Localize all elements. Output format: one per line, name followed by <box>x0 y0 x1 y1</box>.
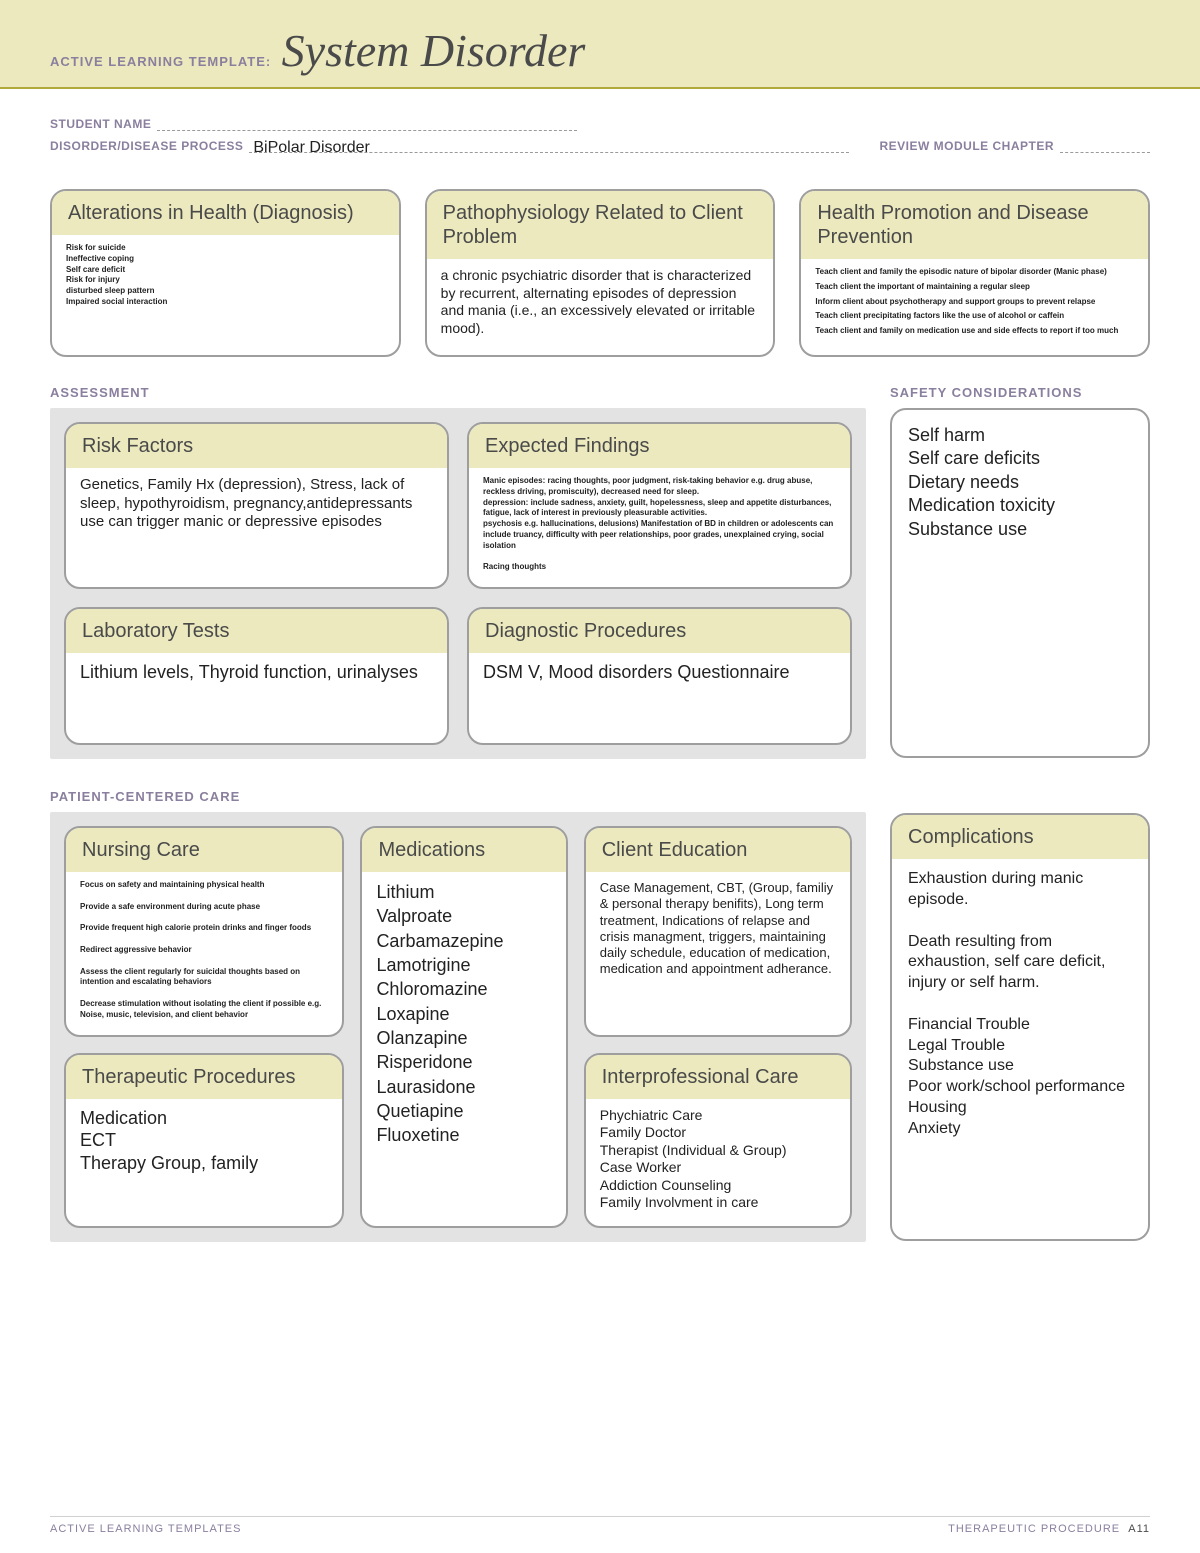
risk-body: Genetics, Family Hx (depression), Stress… <box>66 468 447 578</box>
footer-page-num: A11 <box>1128 1523 1150 1535</box>
diag-box: Diagnostic Procedures DSM V, Mood disord… <box>467 607 852 745</box>
lab-body: Lithium levels, Thyroid function, urinal… <box>66 653 447 743</box>
nursing-title: Nursing Care <box>66 828 342 872</box>
expected-title: Expected Findings <box>469 424 850 468</box>
footer-right: THERAPEUTIC PROCEDURE A11 <box>948 1523 1150 1535</box>
pcc-section: PATIENT-CENTERED CARE Nursing Care Focus… <box>50 789 866 1241</box>
pcc-complications-row: PATIENT-CENTERED CARE Nursing Care Focus… <box>50 789 1150 1241</box>
nursing-box: Nursing Care Focus on safety and maintai… <box>64 826 344 1036</box>
assessment-safety-row: ASSESSMENT Risk Factors Genetics, Family… <box>50 385 1150 759</box>
risk-title: Risk Factors <box>66 424 447 468</box>
hp-line: Teach client and family on medication us… <box>815 326 1134 337</box>
page: ACTIVE LEARNING TEMPLATE: System Disorde… <box>0 0 1200 1553</box>
top-boxes-row: Alterations in Health (Diagnosis) Risk f… <box>50 189 1150 357</box>
therapeutic-body: Medication ECT Therapy Group, family <box>66 1099 342 1209</box>
hp-line: Teach client and family the episodic nat… <box>815 267 1134 278</box>
diag-title: Diagnostic Procedures <box>469 609 850 653</box>
footer-left: ACTIVE LEARNING TEMPLATES <box>50 1523 241 1535</box>
pcc-panel: Nursing Care Focus on safety and maintai… <box>50 812 866 1241</box>
review-field[interactable] <box>1060 139 1150 153</box>
med-item: Carbamazepine <box>376 929 551 953</box>
safety-body: Self harm Self care deficits Dietary nee… <box>892 410 1148 551</box>
med-item: Lamotrigine <box>376 953 551 977</box>
disorder-field[interactable]: BiPolar Disorder <box>249 139 849 153</box>
pcc-label: PATIENT-CENTERED CARE <box>50 789 866 804</box>
med-item: Valproate <box>376 904 551 928</box>
med-item: Quetiapine <box>376 1099 551 1123</box>
student-name-field[interactable] <box>157 117 577 131</box>
assessment-panel: Risk Factors Genetics, Family Hx (depres… <box>50 408 866 759</box>
med-item: Risperidone <box>376 1050 551 1074</box>
med-item: Olanzapine <box>376 1026 551 1050</box>
hp-line: Inform client about psychotherapy and su… <box>815 297 1134 308</box>
header-band: ACTIVE LEARNING TEMPLATE: System Disorde… <box>0 0 1200 89</box>
template-title: System Disorder <box>282 24 586 77</box>
education-body: Case Management, CBT, (Group, familiy & … <box>586 872 850 1002</box>
therapeutic-box: Therapeutic Procedures Medication ECT Th… <box>64 1053 344 1228</box>
review-label: REVIEW MODULE CHAPTER <box>879 139 1054 153</box>
safety-box: Self harm Self care deficits Dietary nee… <box>890 408 1150 758</box>
assessment-label: ASSESSMENT <box>50 385 866 400</box>
interpro-title: Interprofessional Care <box>586 1055 850 1099</box>
hp-line: Teach client precipitating factors like … <box>815 311 1134 322</box>
med-item: Laurasidone <box>376 1075 551 1099</box>
med-item: Fluoxetine <box>376 1123 551 1147</box>
health-promo-body: Teach client and family the episodic nat… <box>801 259 1148 355</box>
diag-body: DSM V, Mood disorders Questionnaire <box>469 653 850 743</box>
education-box: Client Education Case Management, CBT, (… <box>584 826 852 1036</box>
meds-title: Medications <box>362 828 565 872</box>
footer-right-label: THERAPEUTIC PROCEDURE <box>948 1523 1120 1535</box>
med-item: Loxapine <box>376 1002 551 1026</box>
meta-block: STUDENT NAME DISORDER/DISEASE PROCESS Bi… <box>50 117 1150 153</box>
complications-body: Exhaustion during manic episode. Death r… <box>892 859 1148 1239</box>
template-label: ACTIVE LEARNING TEMPLATE: <box>50 54 271 69</box>
meds-box: Medications Lithium Valproate Carbamazep… <box>360 826 567 1227</box>
nursing-body: Focus on safety and maintaining physical… <box>66 872 342 1034</box>
therapeutic-title: Therapeutic Procedures <box>66 1055 342 1099</box>
expected-body: Manic episodes: racing thoughts, poor ju… <box>469 468 850 587</box>
risk-box: Risk Factors Genetics, Family Hx (depres… <box>64 422 449 589</box>
health-promo-title: Health Promotion and Disease Prevention <box>801 191 1148 259</box>
disorder-label: DISORDER/DISEASE PROCESS <box>50 139 243 153</box>
safety-section: SAFETY CONSIDERATIONS Self harm Self car… <box>890 385 1150 759</box>
hp-line: Teach client the important of maintainin… <box>815 282 1134 293</box>
interpro-body: Phychiatric Care Family Doctor Therapist… <box>586 1099 850 1226</box>
interpro-box: Interprofessional Care Phychiatric Care … <box>584 1053 852 1228</box>
lab-box: Laboratory Tests Lithium levels, Thyroid… <box>64 607 449 745</box>
med-item: Chloromazine <box>376 977 551 1001</box>
complications-title: Complications <box>892 815 1148 859</box>
expected-box: Expected Findings Manic episodes: racing… <box>467 422 852 589</box>
footer: ACTIVE LEARNING TEMPLATES THERAPEUTIC PR… <box>50 1516 1150 1535</box>
complications-section: Complications Exhaustion during manic ep… <box>890 789 1150 1241</box>
complications-box: Complications Exhaustion during manic ep… <box>890 813 1150 1241</box>
patho-box: Pathophysiology Related to Client Proble… <box>425 189 776 357</box>
meds-body: Lithium Valproate Carbamazepine Lamotrig… <box>362 872 565 1161</box>
alterations-box: Alterations in Health (Diagnosis) Risk f… <box>50 189 401 357</box>
patho-body: a chronic psychiatric disorder that is c… <box>427 259 774 351</box>
safety-label: SAFETY CONSIDERATIONS <box>890 385 1150 400</box>
assessment-section: ASSESSMENT Risk Factors Genetics, Family… <box>50 385 866 759</box>
student-name-label: STUDENT NAME <box>50 117 151 131</box>
alterations-title: Alterations in Health (Diagnosis) <box>52 191 399 235</box>
lab-title: Laboratory Tests <box>66 609 447 653</box>
health-promo-box: Health Promotion and Disease Prevention … <box>799 189 1150 357</box>
patho-title: Pathophysiology Related to Client Proble… <box>427 191 774 259</box>
med-item: Lithium <box>376 880 551 904</box>
alterations-body: Risk for suicide Ineffective coping Self… <box>52 235 399 322</box>
education-title: Client Education <box>586 828 850 872</box>
